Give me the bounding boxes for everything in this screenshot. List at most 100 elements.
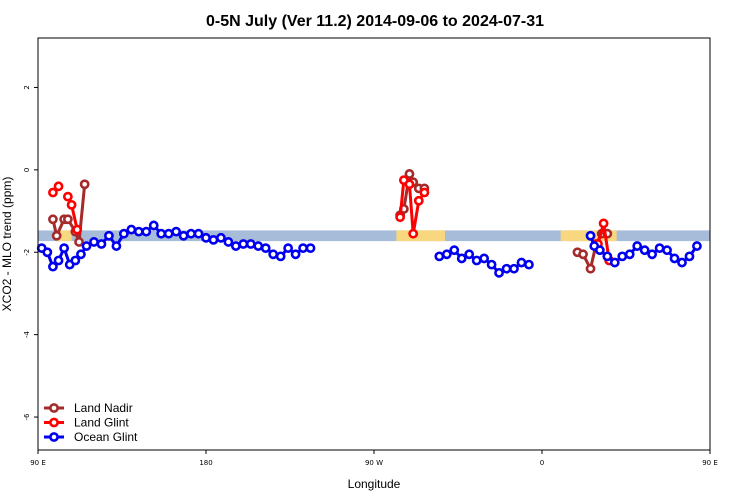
ocean-glint-point: [602, 251, 613, 262]
ocean-glint-point: [230, 241, 241, 251]
y-tick-label: 2: [23, 85, 31, 89]
land-glint-point: [404, 179, 415, 190]
ocean-glint-point: [654, 243, 665, 254]
ocean-band: [38, 230, 710, 242]
ocean-glint-point: [494, 267, 504, 278]
land-band: [56, 230, 72, 242]
land-glint-point: [413, 195, 424, 206]
ocean-glint-point: [692, 241, 702, 251]
land-nadir-point: [48, 214, 58, 225]
ocean-glint-point: [464, 249, 475, 260]
ocean-glint-point: [208, 234, 219, 245]
ocean-glint-point: [441, 249, 452, 260]
ocean-glint-point: [253, 241, 264, 251]
x-tick-label: 180: [199, 459, 212, 467]
ocean-glint-point: [53, 255, 64, 266]
ocean-glint-point: [509, 263, 519, 274]
ocean-glint-point: [298, 243, 308, 254]
ocean-glint-point: [585, 230, 596, 241]
x-axis-label: Longitude: [348, 477, 401, 491]
ocean-glint-point: [81, 241, 92, 251]
ocean-glint-point: [275, 251, 286, 262]
ocean-glint-point: [186, 228, 196, 239]
ocean-glint-point: [48, 261, 58, 272]
legend-marker: [49, 403, 59, 413]
ocean-glint-point: [624, 249, 635, 260]
ocean-glint-point: [501, 263, 512, 274]
ocean-glint-point: [486, 259, 497, 270]
ocean-glint-point: [479, 253, 490, 264]
y-axis: 2 0 -2 -4 -6: [23, 85, 38, 421]
series-land-nadir: [48, 169, 613, 274]
land-glint-point: [419, 187, 430, 198]
x-tick-label: 90 W: [365, 459, 383, 467]
ocean-glint-point: [238, 239, 249, 249]
land-glint-point: [62, 191, 73, 202]
ocean-glint-point: [193, 228, 204, 239]
ocean-glint-point: [669, 253, 680, 264]
ocean-glint-point: [148, 220, 159, 231]
ocean-glint-point: [594, 245, 605, 256]
ocean-glint-point: [104, 230, 114, 241]
ocean-glint-point: [617, 251, 628, 262]
y-tick-label: -2: [23, 249, 31, 256]
legend-label: Land Nadir: [74, 401, 133, 415]
ocean-glint-point: [70, 255, 81, 266]
ocean-glint-point: [609, 257, 620, 268]
ocean-glint-point: [260, 243, 271, 254]
ocean-glint-point: [89, 237, 99, 247]
land-nadir-point: [79, 179, 90, 190]
ocean-glint-point: [118, 228, 129, 239]
ocean-glint-point: [59, 243, 70, 254]
chart-title: 0-5N July (Ver 11.2) 2014-09-06 to 2024-…: [206, 13, 544, 30]
ocean-glint-point: [133, 226, 144, 237]
ocean-glint-point: [141, 226, 152, 237]
land-glint-point: [395, 212, 406, 223]
ocean-glint-point: [632, 241, 643, 251]
ocean-glint-point: [216, 232, 226, 243]
ocean-glint-point: [516, 257, 527, 268]
x-tick-label: 90 E: [702, 459, 718, 467]
ocean-glint-point: [449, 245, 460, 256]
ocean-glint-point: [156, 228, 167, 239]
legend-marker: [49, 432, 59, 442]
ocean-glint-point: [647, 249, 658, 260]
land-nadir-point: [51, 230, 62, 241]
ocean-glint-point: [456, 253, 467, 264]
legend-marker: [49, 417, 59, 428]
y-tick-label: -6: [23, 413, 31, 421]
land-glint-point: [48, 187, 58, 198]
ocean-glint-point: [126, 224, 137, 235]
y-tick-label: -4: [23, 331, 31, 339]
land-glint-point: [598, 218, 609, 229]
x-tick-label: 90 E: [30, 459, 46, 467]
legend-item-land-nadir: Land Nadir: [44, 401, 133, 415]
land-band: [396, 230, 445, 242]
land-glint-point: [408, 228, 419, 239]
ocean-glint-point: [290, 249, 301, 260]
land-glint-point: [72, 224, 83, 235]
ocean-glint-point: [96, 239, 107, 249]
legend-label: Ocean Glint: [74, 430, 138, 444]
series-layer: [36, 169, 702, 278]
land-nadir-point: [578, 249, 588, 260]
y-tick-label: 0: [23, 168, 31, 172]
ocean-glint-point: [76, 249, 86, 260]
ocean-glint-point: [201, 232, 211, 243]
ocean-glint-point: [111, 241, 122, 251]
land-nadir-point: [62, 214, 73, 225]
ocean-glint-point: [223, 237, 234, 247]
x-tick-label: 0: [540, 459, 544, 467]
y-axis-label: XCO2 - MLO trend (ppm): [0, 177, 14, 312]
ocean-glint-point: [245, 239, 256, 249]
ocean-glint-point: [268, 249, 279, 260]
ocean-glint-point: [524, 259, 534, 270]
legend-item-ocean-glint: Ocean Glint: [44, 430, 138, 444]
ocean-glint-point: [434, 251, 445, 262]
land-nadir-point: [404, 169, 415, 179]
ocean-glint-point: [471, 255, 482, 266]
ocean-glint-point: [662, 245, 672, 256]
